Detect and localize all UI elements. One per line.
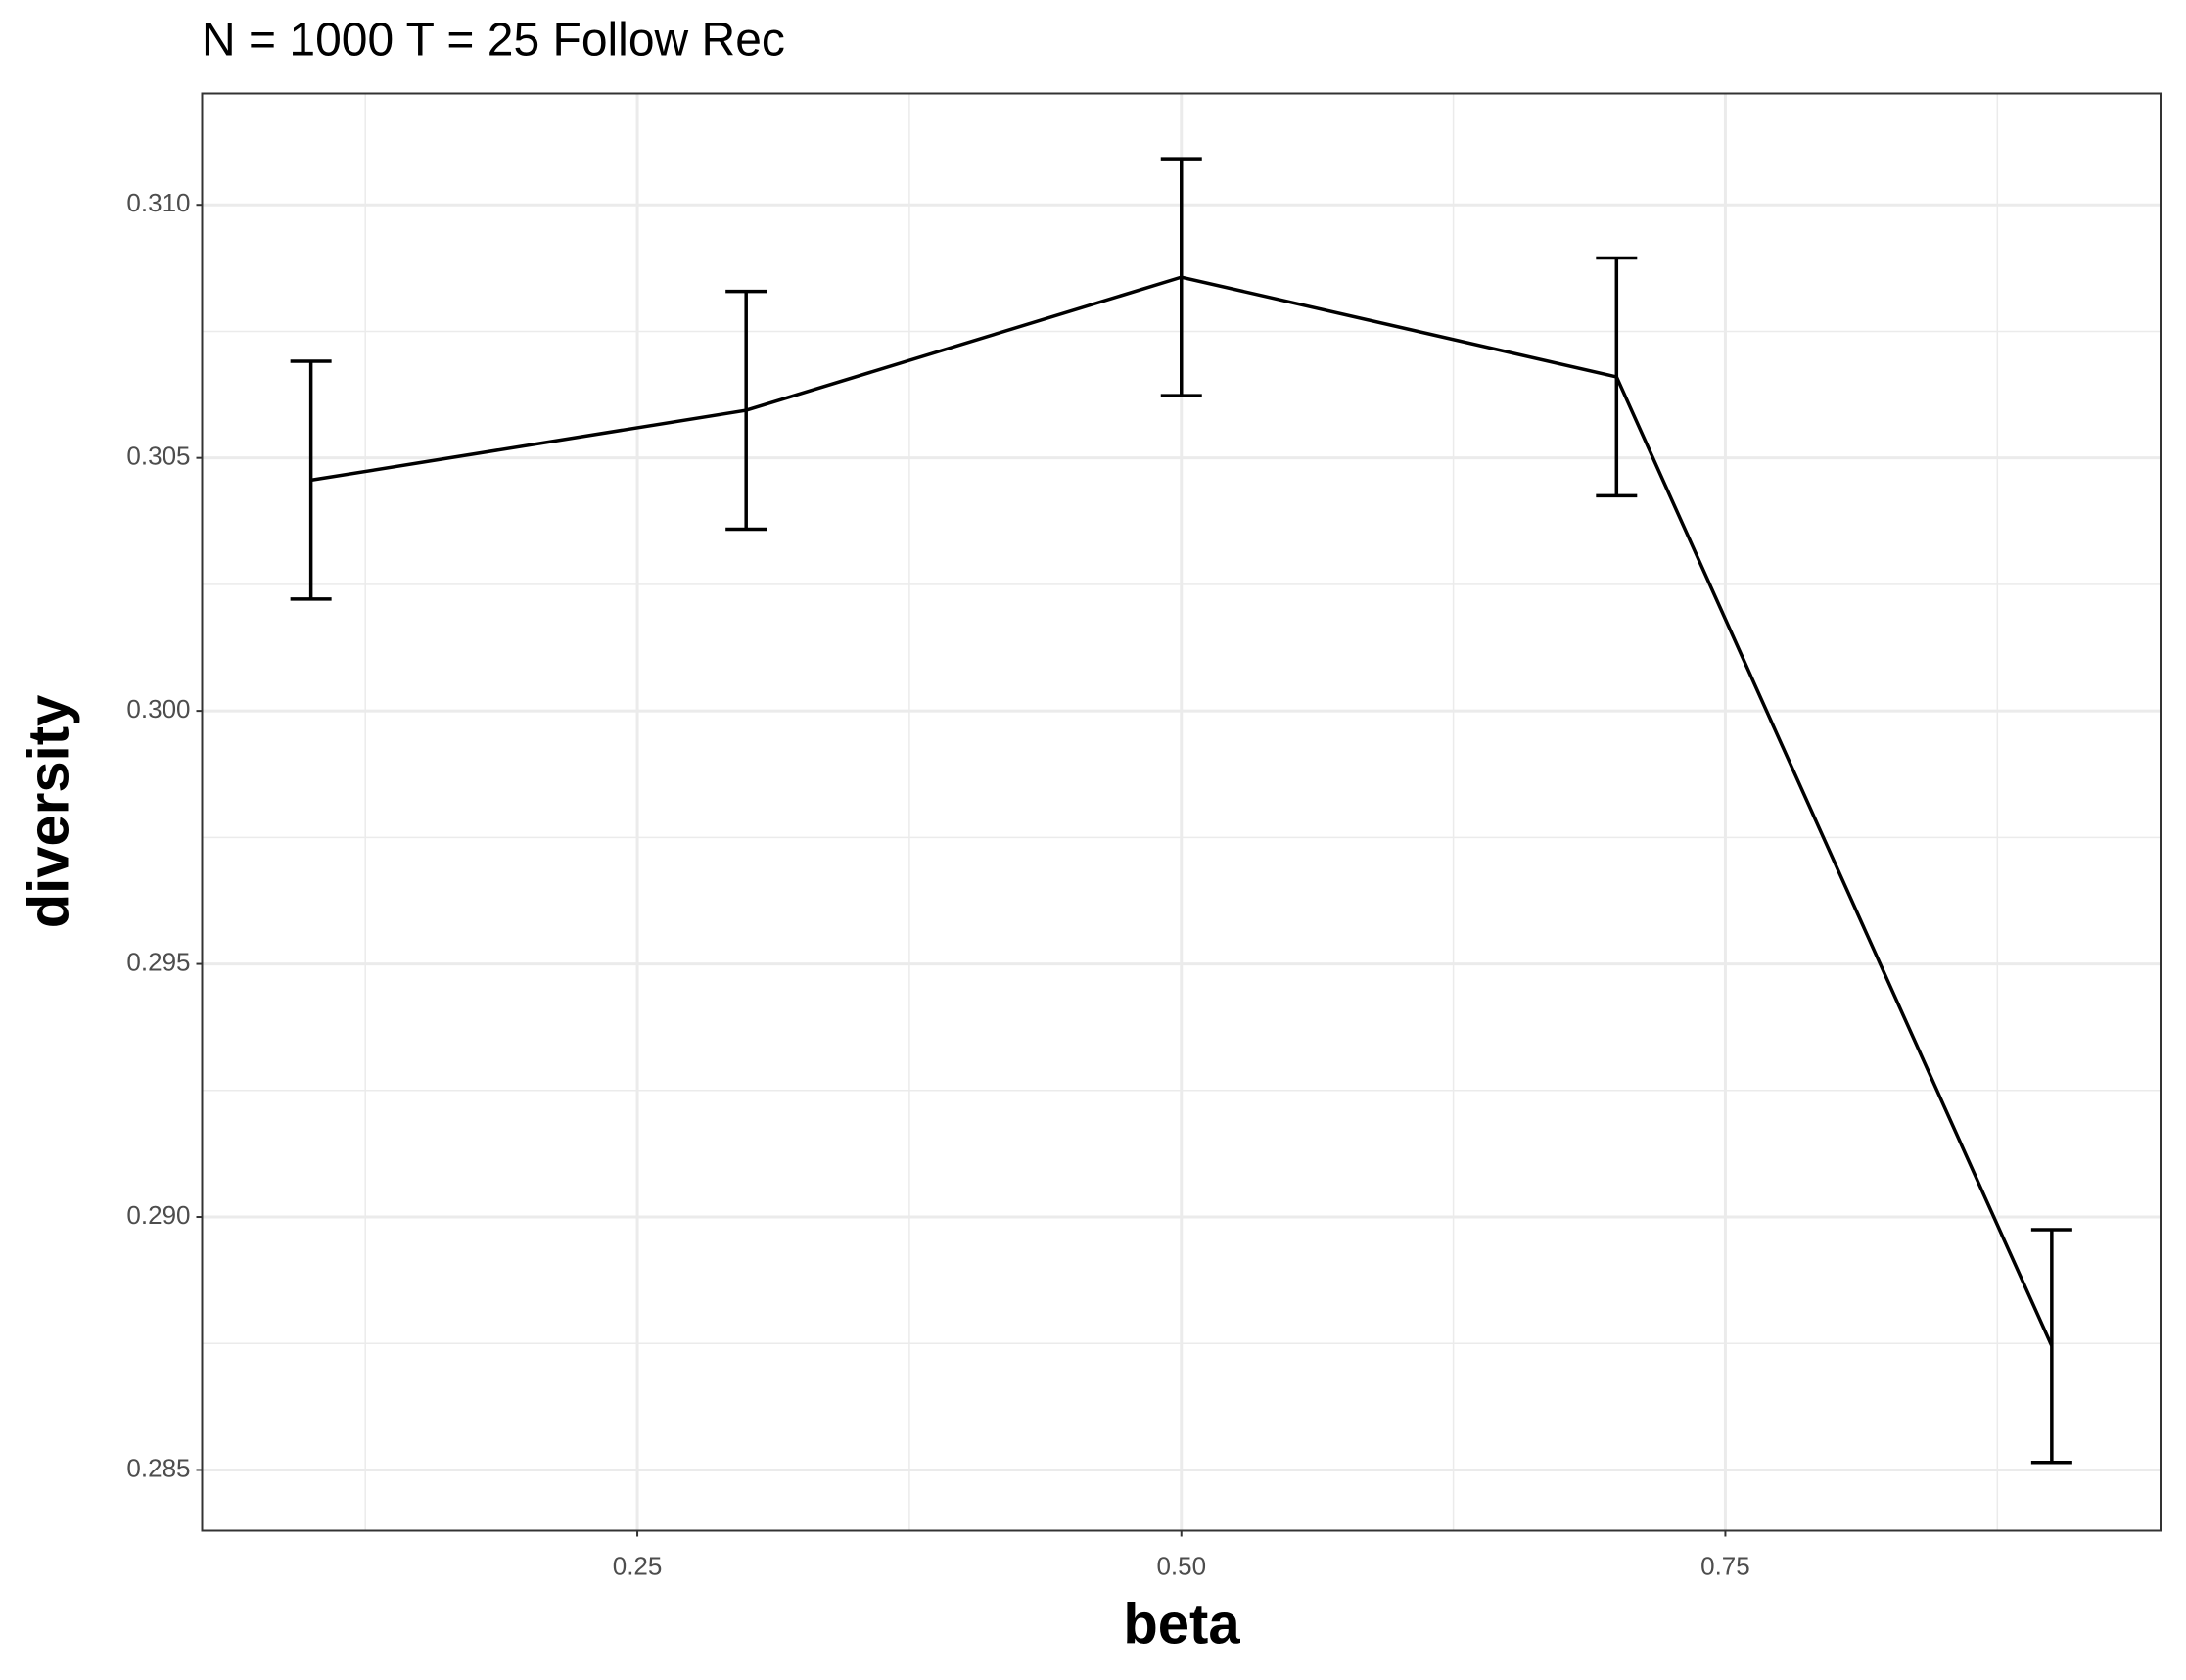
y-tick-label: 0.285: [126, 1453, 190, 1482]
error-bar: [725, 289, 767, 532]
error-bar: [2030, 1228, 2072, 1465]
x-tick-label: 0.50: [1156, 1551, 1206, 1580]
error-bar: [1160, 157, 1202, 397]
y-tick-label: 0.295: [126, 947, 190, 976]
y-tick-label: 0.300: [126, 694, 190, 723]
y-tick-label: 0.310: [126, 188, 190, 217]
x-axis-title: beta: [1123, 1592, 1240, 1656]
x-tick-label: 0.75: [1700, 1551, 1750, 1580]
error-bar: [1596, 256, 1638, 498]
y-tick-label: 0.305: [126, 442, 190, 471]
error-bar: [290, 359, 332, 601]
y-tick-label: 0.290: [126, 1200, 190, 1230]
chart-title: N = 1000 T = 25 Follow Rec: [202, 15, 785, 67]
y-axis-title: diversity: [17, 695, 80, 929]
x-tick-label: 0.25: [613, 1551, 663, 1580]
plot-border: [201, 92, 2162, 1532]
